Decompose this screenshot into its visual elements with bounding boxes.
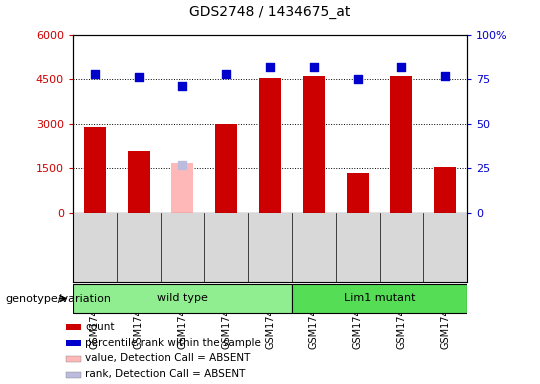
Bar: [66, 372, 81, 378]
Bar: [390, 76, 413, 213]
Point: [178, 162, 187, 168]
Bar: [259, 78, 281, 213]
Bar: [434, 167, 456, 213]
Bar: [292, 284, 467, 313]
Bar: [84, 127, 106, 213]
Bar: [172, 211, 193, 213]
Bar: [66, 324, 81, 330]
Bar: [66, 340, 81, 346]
Bar: [303, 76, 325, 213]
Point: [222, 71, 231, 77]
Bar: [215, 124, 237, 213]
Bar: [66, 356, 81, 362]
Point: [353, 76, 362, 82]
Text: rank, Detection Call = ABSENT: rank, Detection Call = ABSENT: [85, 369, 245, 379]
Point: [134, 74, 143, 81]
Point: [397, 64, 406, 70]
Text: value, Detection Call = ABSENT: value, Detection Call = ABSENT: [85, 353, 251, 363]
Point: [441, 73, 449, 79]
Text: percentile rank within the sample: percentile rank within the sample: [85, 338, 261, 348]
Point: [178, 83, 187, 89]
Bar: [347, 173, 368, 213]
Point: [266, 64, 274, 70]
Text: GDS2748 / 1434675_at: GDS2748 / 1434675_at: [190, 5, 350, 19]
Bar: [172, 162, 193, 213]
Point: [309, 64, 318, 70]
Text: wild type: wild type: [157, 293, 208, 303]
Bar: [73, 284, 292, 313]
Bar: [127, 151, 150, 213]
Text: Lim1 mutant: Lim1 mutant: [344, 293, 415, 303]
Text: genotype/variation: genotype/variation: [5, 293, 111, 304]
Point: [91, 71, 99, 77]
Text: count: count: [85, 322, 114, 332]
